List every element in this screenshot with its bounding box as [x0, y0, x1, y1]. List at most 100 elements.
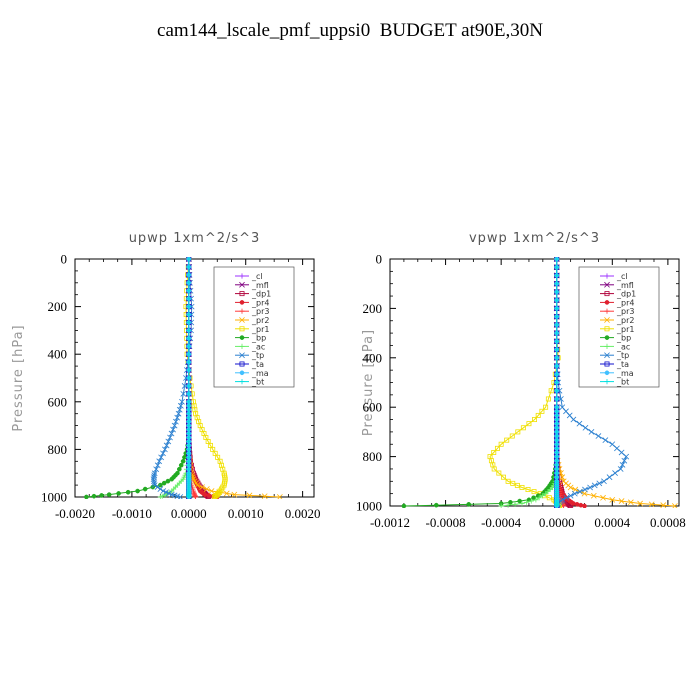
upwp-marker-tp — [162, 446, 168, 453]
upwp-marker-tp — [151, 470, 158, 477]
upwp-legend-marker — [239, 326, 245, 332]
vpwp-marker-pr1 — [514, 482, 520, 488]
upwp-chart-title: upwp 1xm^2/s^3 — [129, 231, 261, 246]
vpwp-marker-pr2 — [609, 496, 616, 503]
upwp-marker-tp — [151, 480, 158, 486]
upwp-marker-bp — [99, 493, 104, 498]
vpwp-marker-pr2 — [567, 484, 574, 491]
upwp-marker-bp — [176, 466, 182, 472]
vpwp-marker-bp — [508, 499, 513, 505]
vpwp-marker-pr4 — [574, 502, 580, 507]
upwp-x-tick-label: 0.0000 — [171, 506, 207, 521]
upwp-marker-bp — [91, 493, 97, 499]
upwp-marker-tp — [156, 458, 163, 465]
vpwp-marker-pr2 — [660, 502, 667, 508]
upwp-marker-tp — [168, 430, 175, 437]
upwp-marker-pr2 — [208, 488, 215, 494]
upwp-marker-pr1 — [211, 494, 217, 499]
vpwp-marker-tp — [621, 457, 628, 464]
upwp-legend-label: _pr2 — [251, 316, 269, 325]
vpwp-legend-label: _pr2 — [616, 316, 634, 325]
vpwp-y-tick-label: 1000 — [356, 499, 382, 514]
upwp-chart-panel: upwp 1xm^2/s^3 Pressure [hPa] 0 200 400 600 80… — [11, 231, 321, 521]
upwp-x-tick-label: 0.0020 — [285, 506, 321, 521]
vpwp-chart-title: vpwp 1xm^2/s^3 — [469, 231, 600, 246]
upwp-marker-tp — [167, 434, 173, 441]
upwp-marker-pr2 — [190, 476, 197, 483]
vpwp-marker-tp — [576, 420, 583, 427]
vpwp-x-tick-label: -0.0004 — [481, 515, 522, 530]
upwp-marker-tp — [173, 418, 179, 425]
upwp-marker-tp — [158, 454, 164, 461]
vpwp-marker-pr1 — [515, 429, 521, 435]
vpwp-legend-label: _bp — [616, 334, 631, 343]
vpwp-marker-tp — [609, 441, 616, 448]
vpwp-marker-pr2 — [581, 490, 588, 497]
upwp-marker-pr1 — [212, 493, 218, 499]
upwp-legend-label: _dp1 — [251, 290, 271, 299]
vpwp-x-tick-label: -0.0008 — [426, 515, 466, 530]
vpwp-series-bt — [554, 257, 560, 508]
vpwp-x-tick-label: -0.0012 — [370, 515, 410, 530]
vpwp-marker-tp — [582, 424, 589, 431]
vpwp-marker-pr1 — [548, 388, 554, 394]
vpwp-legend-label: _ac — [616, 342, 630, 351]
upwp-marker-tp — [163, 489, 169, 496]
upwp-marker-tp — [160, 488, 167, 494]
upwp-marker-bp — [116, 491, 121, 496]
vpwp-marker-pr1 — [496, 470, 502, 476]
vpwp-marker-pr1 — [525, 487, 531, 493]
upwp-series-bt — [186, 257, 192, 499]
vpwp-y-axis-label: Pressure [hPa] — [361, 329, 376, 436]
upwp-legend-marker — [239, 335, 245, 340]
upwp-marker-tp — [165, 438, 172, 445]
upwp-marker-bp — [180, 458, 186, 464]
vpwp-marker-tp — [566, 412, 573, 419]
upwp-marker-bp — [142, 486, 148, 492]
upwp-marker-tp — [171, 492, 178, 499]
vpwp-y-tick-label: 600 — [363, 400, 383, 415]
upwp-line-pr4 — [188, 259, 218, 498]
upwp-marker-tp — [166, 490, 172, 497]
vpwp-legend-marker — [604, 326, 610, 332]
upwp-marker-bp — [135, 488, 140, 494]
vpwp-marker-pr1 — [504, 437, 510, 443]
vpwp-line-pr1 — [489, 259, 560, 507]
vpwp-marker-tp — [571, 490, 578, 497]
vpwp-legend-marker — [604, 335, 610, 340]
upwp-marker-pr2 — [231, 491, 238, 498]
vpwp-x-tick-label: 0.0004 — [594, 515, 630, 530]
vpwp-y-tick-label: 800 — [363, 449, 383, 464]
upwp-marker-pr2 — [261, 493, 268, 499]
vpwp-marker-tp — [619, 461, 626, 468]
vpwp-line-ac — [501, 259, 558, 507]
upwp-marker-pr2 — [246, 492, 253, 499]
upwp-y-tick-label: 800 — [48, 442, 68, 457]
vpwp-marker-tp — [617, 466, 624, 472]
upwp-x-tick-label: 0.0010 — [228, 506, 264, 521]
vpwp-series-bp — [401, 257, 560, 508]
vpwp-x-tick-label: 0.0000 — [539, 515, 575, 530]
vpwp-legend-label: _bt — [616, 378, 629, 387]
vpwp-marker-pr1 — [510, 480, 516, 486]
upwp-marker-tp — [157, 486, 164, 492]
upwp-marker-tp — [154, 462, 161, 469]
upwp-marker-bp — [106, 492, 112, 497]
vpwp-legend-label: _pr1 — [616, 325, 634, 334]
vpwp-line-bp — [403, 259, 558, 507]
upwp-legend-label: _pr3 — [251, 307, 269, 316]
vpwp-marker-tp — [614, 445, 620, 452]
vpwp-chart-panel: vpwp 1xm^2/s^3 Pressure [hPa] 0 200 400 600 80… — [356, 231, 686, 530]
upwp-marker-pr2 — [191, 478, 198, 485]
upwp-marker-tp — [163, 442, 170, 449]
upwp-marker-tp — [174, 414, 181, 421]
upwp-marker-pr2 — [193, 480, 199, 486]
vpwp-marker-tp — [618, 449, 625, 456]
upwp-line-bp — [86, 259, 190, 498]
vpwp-marker-pr2 — [559, 474, 566, 481]
upwp-marker-bp — [169, 476, 175, 482]
vpwp-legend-box — [578, 266, 660, 388]
upwp-legend-marker — [239, 352, 245, 359]
upwp-marker-tp — [168, 491, 175, 498]
upwp-marker-tp — [176, 406, 183, 413]
